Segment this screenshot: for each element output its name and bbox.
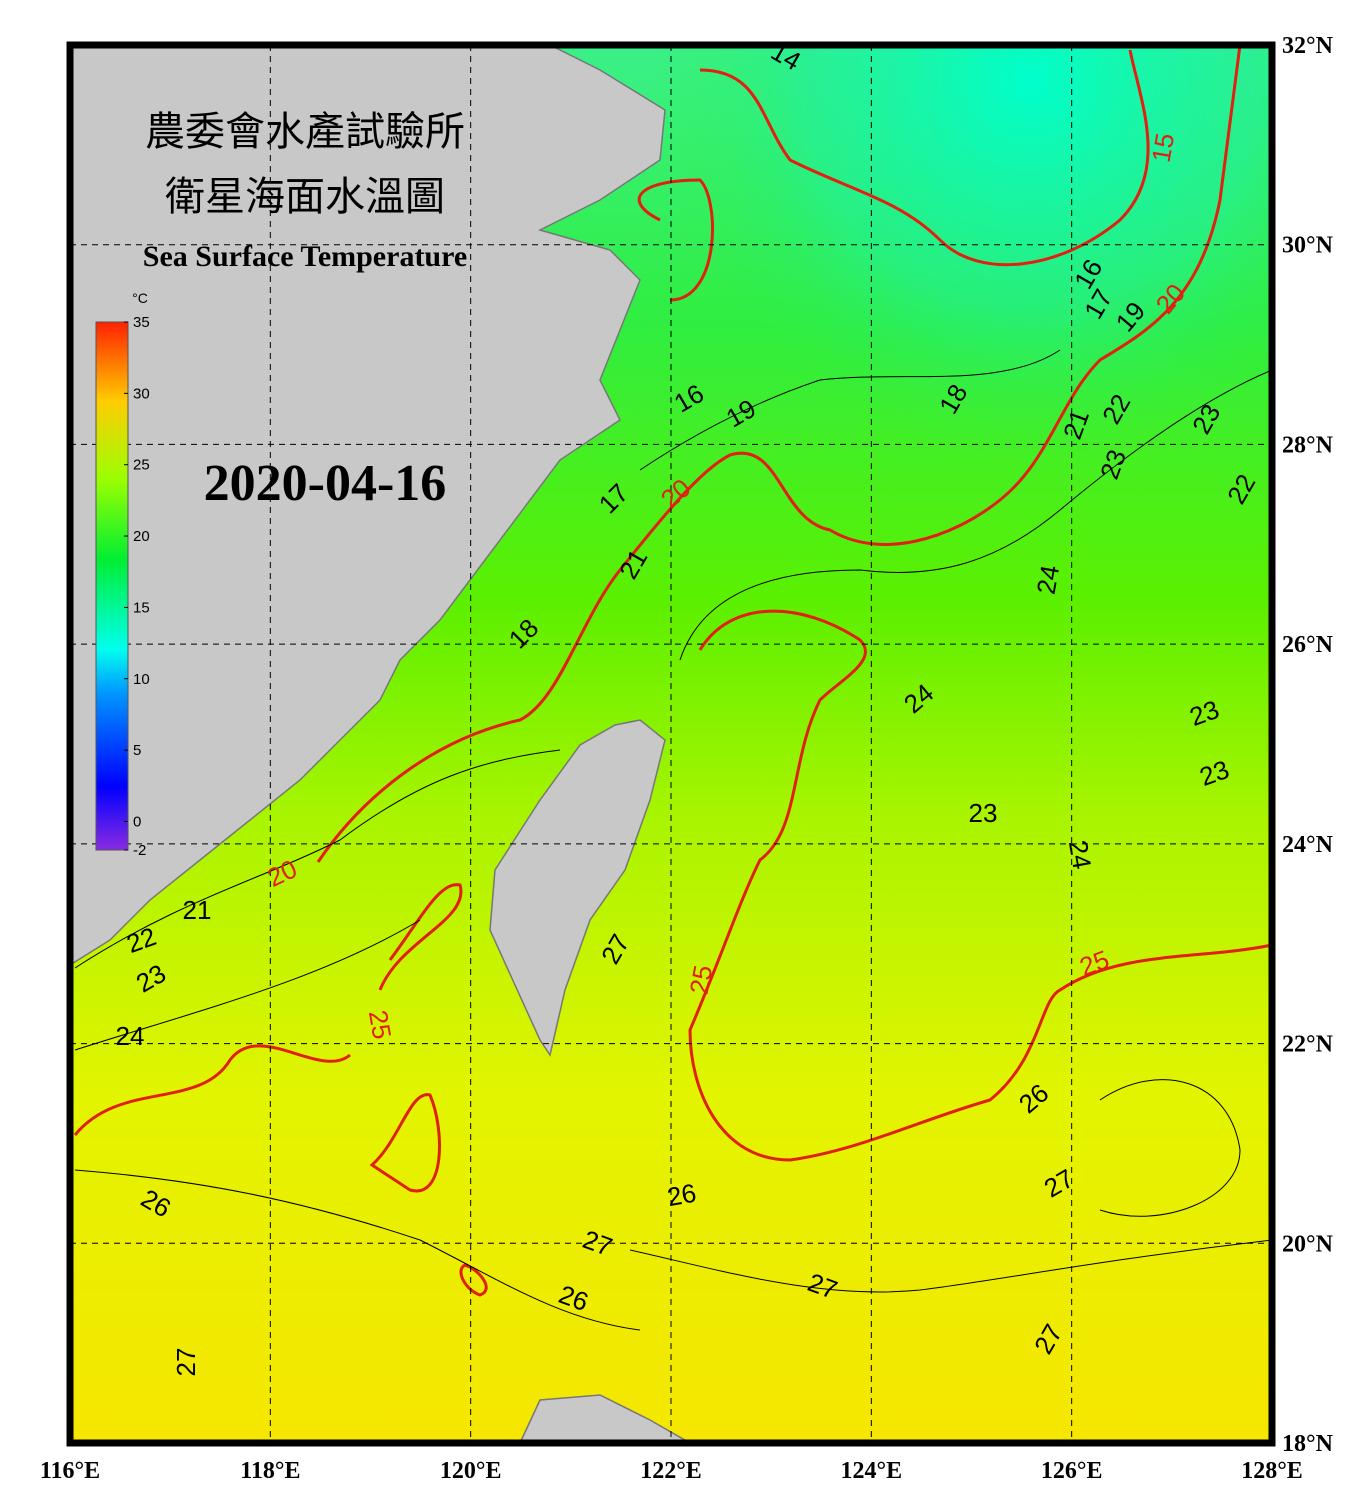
- contour-label: 15: [1146, 131, 1181, 165]
- colorbar-tick-label: 35: [133, 314, 150, 331]
- colorbar-unit: °C: [132, 290, 148, 306]
- contour-label: 25: [363, 1008, 398, 1042]
- contour-line: [1099, 1079, 1241, 1217]
- taiwan: [489, 719, 666, 1057]
- lat-label: 24°N: [1282, 832, 1334, 858]
- colorbar-tick-label: 5: [133, 742, 141, 759]
- contour-15: [699, 49, 1150, 267]
- contour-line: [639, 349, 1061, 471]
- axes: 116°E 118°E 120°E 122°E 124°E 126°E 128°E18°N 2…: [40, 33, 1334, 1484]
- contour-line: [74, 1169, 641, 1331]
- contour-label: 24: [116, 1021, 145, 1051]
- lon-label: 116°E: [40, 1458, 100, 1484]
- lat-label: 28°N: [1282, 432, 1334, 458]
- title-zh: 農委會水產試驗所: [145, 109, 465, 154]
- contour-label: 25: [684, 963, 719, 997]
- lat-label: 20°N: [1282, 1231, 1334, 1257]
- red-contours: [73, 45, 1272, 1297]
- colorbar-tick-label: 15: [133, 599, 150, 616]
- lon-label: 124°E: [841, 1458, 903, 1484]
- date: 2020-04-16: [204, 455, 447, 512]
- lon-label: 122°E: [640, 1458, 702, 1484]
- contour-20: [637, 178, 714, 302]
- colorbar-tick-label: 25: [133, 457, 150, 474]
- lat-label: 32°N: [1282, 33, 1334, 59]
- contour-25: [369, 1093, 442, 1193]
- colorbar-tick-label: 20: [133, 528, 150, 545]
- title-en: Sea Surface Temperature: [143, 240, 467, 273]
- lat-label: 22°N: [1282, 1032, 1334, 1058]
- contour-25: [73, 1044, 351, 1136]
- colorbar-tick-label: 0: [133, 813, 141, 830]
- colorbar-tick-label: 30: [133, 385, 150, 402]
- colorbar-tick-label: 10: [133, 671, 150, 688]
- contour-label: 21: [183, 895, 212, 925]
- contour-25: [459, 1263, 488, 1297]
- lat-label: 18°N: [1282, 1431, 1334, 1457]
- contour-line: [74, 919, 421, 1051]
- black-contours: [74, 349, 1272, 1331]
- lon-label: 118°E: [240, 1458, 300, 1484]
- china-mainland: [70, 45, 666, 966]
- lon-label: 120°E: [440, 1458, 502, 1484]
- luzon: [519, 1394, 692, 1443]
- contour-25: [688, 609, 1272, 1162]
- contour-label: 27: [171, 1348, 201, 1377]
- contour-label: 24: [1063, 838, 1098, 872]
- colorbar: [95, 321, 129, 851]
- colorbar-tick-label: -2: [133, 842, 146, 859]
- contour-line: [74, 749, 561, 969]
- map-frame: [66, 41, 1276, 1447]
- contour-line: [679, 369, 1272, 661]
- land: [70, 45, 692, 1443]
- lon-label: 126°E: [1041, 1458, 1103, 1484]
- lat-label: 30°N: [1282, 233, 1334, 259]
- lat-label: 26°N: [1282, 632, 1334, 658]
- contour-20: [316, 45, 1242, 863]
- lon-label: 128°E: [1241, 1458, 1303, 1484]
- subtitle-zh: 衛星海面水溫圖: [165, 174, 445, 219]
- contour-label: 26: [665, 1178, 699, 1213]
- contour-line: [629, 1239, 1272, 1293]
- contour-label: 24: [1031, 563, 1066, 597]
- contour-label: 23: [969, 798, 998, 828]
